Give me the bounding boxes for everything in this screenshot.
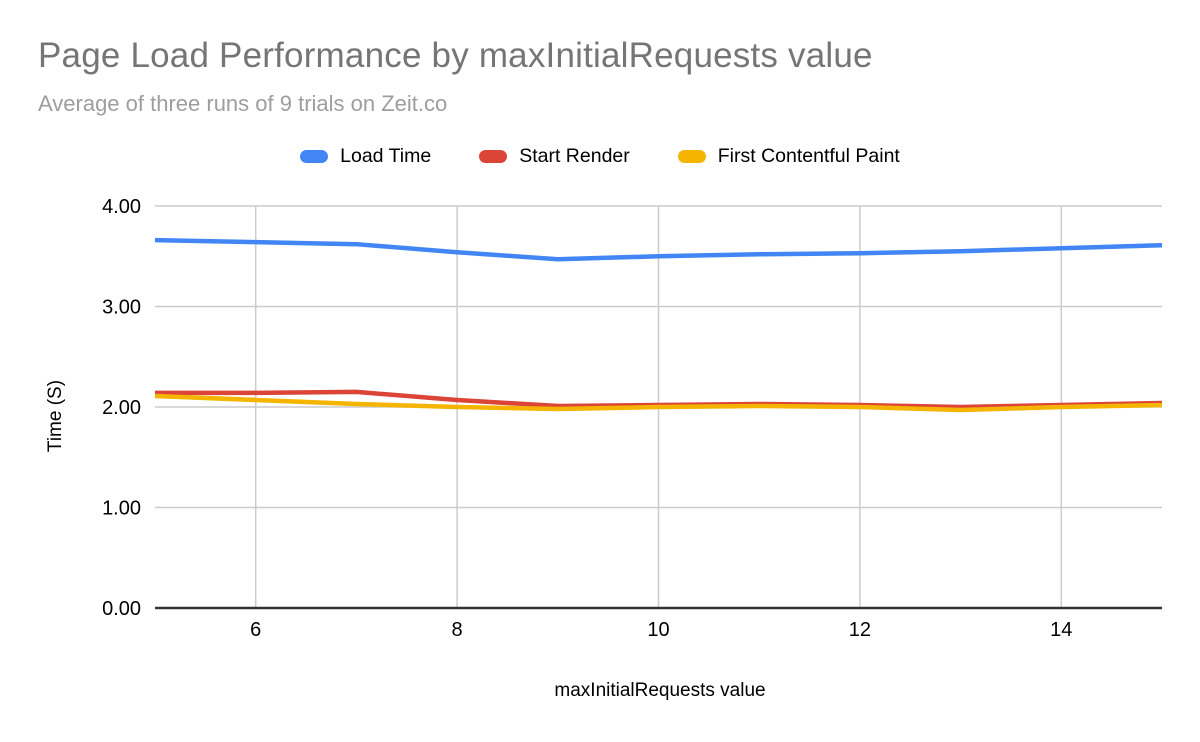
start-render-swatch-icon xyxy=(479,149,508,163)
x-tick-label: 12 xyxy=(849,619,871,641)
legend: Load Time Start Render First Contentful … xyxy=(0,143,1200,169)
x-axis-title: maxInitialRequests value xyxy=(554,680,766,701)
y-tick-label: 4.00 xyxy=(102,196,141,218)
chart-title: Page Load Performance by maxInitialReque… xyxy=(38,36,873,75)
chart-subtitle: Average of three runs of 9 trials on Zei… xyxy=(38,91,448,116)
legend-label-load-time: Load Time xyxy=(340,144,432,167)
legend-label-first-contentful-paint: First Contentful Paint xyxy=(717,144,900,167)
load-time-line xyxy=(154,237,1163,262)
y-axis-title: Time (S) xyxy=(45,379,66,453)
first-contentful-paint-line xyxy=(154,393,1163,413)
legend-item-load-time: Load Time xyxy=(300,145,431,168)
y-tick-label: 2.00 xyxy=(102,397,141,419)
legend-item-first-contentful-paint: First Contentful Paint xyxy=(677,144,900,168)
x-tick-label: 14 xyxy=(1050,619,1072,641)
y-tick-label: 0.00 xyxy=(102,598,141,620)
y-tick-label: 1.00 xyxy=(102,498,141,520)
first-contentful-paint-swatch-icon xyxy=(677,149,706,163)
x-tick-label: 6 xyxy=(250,619,261,641)
legend-item-start-render: Start Render xyxy=(479,145,630,168)
legend-label-start-render: Start Render xyxy=(519,144,630,167)
x-tick-label: 10 xyxy=(647,619,669,641)
y-tick-label: 3.00 xyxy=(102,297,141,319)
x-tick-label: 8 xyxy=(452,619,463,641)
load-time-swatch-icon xyxy=(300,149,329,163)
